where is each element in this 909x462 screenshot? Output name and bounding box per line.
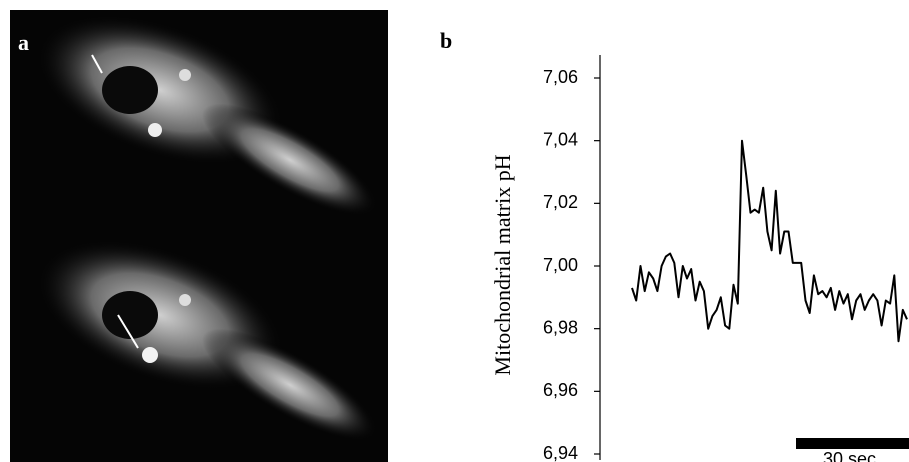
y-tick-label: 6,96 (543, 380, 578, 400)
y-tick-label: 7,06 (543, 67, 578, 87)
y-axis-label: Mitochondrial matrix pH (490, 154, 515, 375)
micrograph-panel: a (10, 10, 388, 462)
micrograph-bottom (35, 239, 378, 442)
micrograph-top (35, 14, 378, 217)
y-tick-label: 7,00 (543, 255, 578, 275)
y-tick-label: 7,02 (543, 192, 578, 212)
y-tick-label: 7,04 (543, 129, 578, 149)
panel-label: a (18, 30, 29, 55)
y-tick-label: 6,98 (543, 317, 578, 337)
y-tick-label: 6,94 (543, 443, 578, 462)
scale-bar (796, 438, 909, 449)
data-line (631, 139, 908, 343)
scale-bar-label: 30 sec. (823, 449, 881, 462)
panel-label: b (440, 28, 452, 53)
